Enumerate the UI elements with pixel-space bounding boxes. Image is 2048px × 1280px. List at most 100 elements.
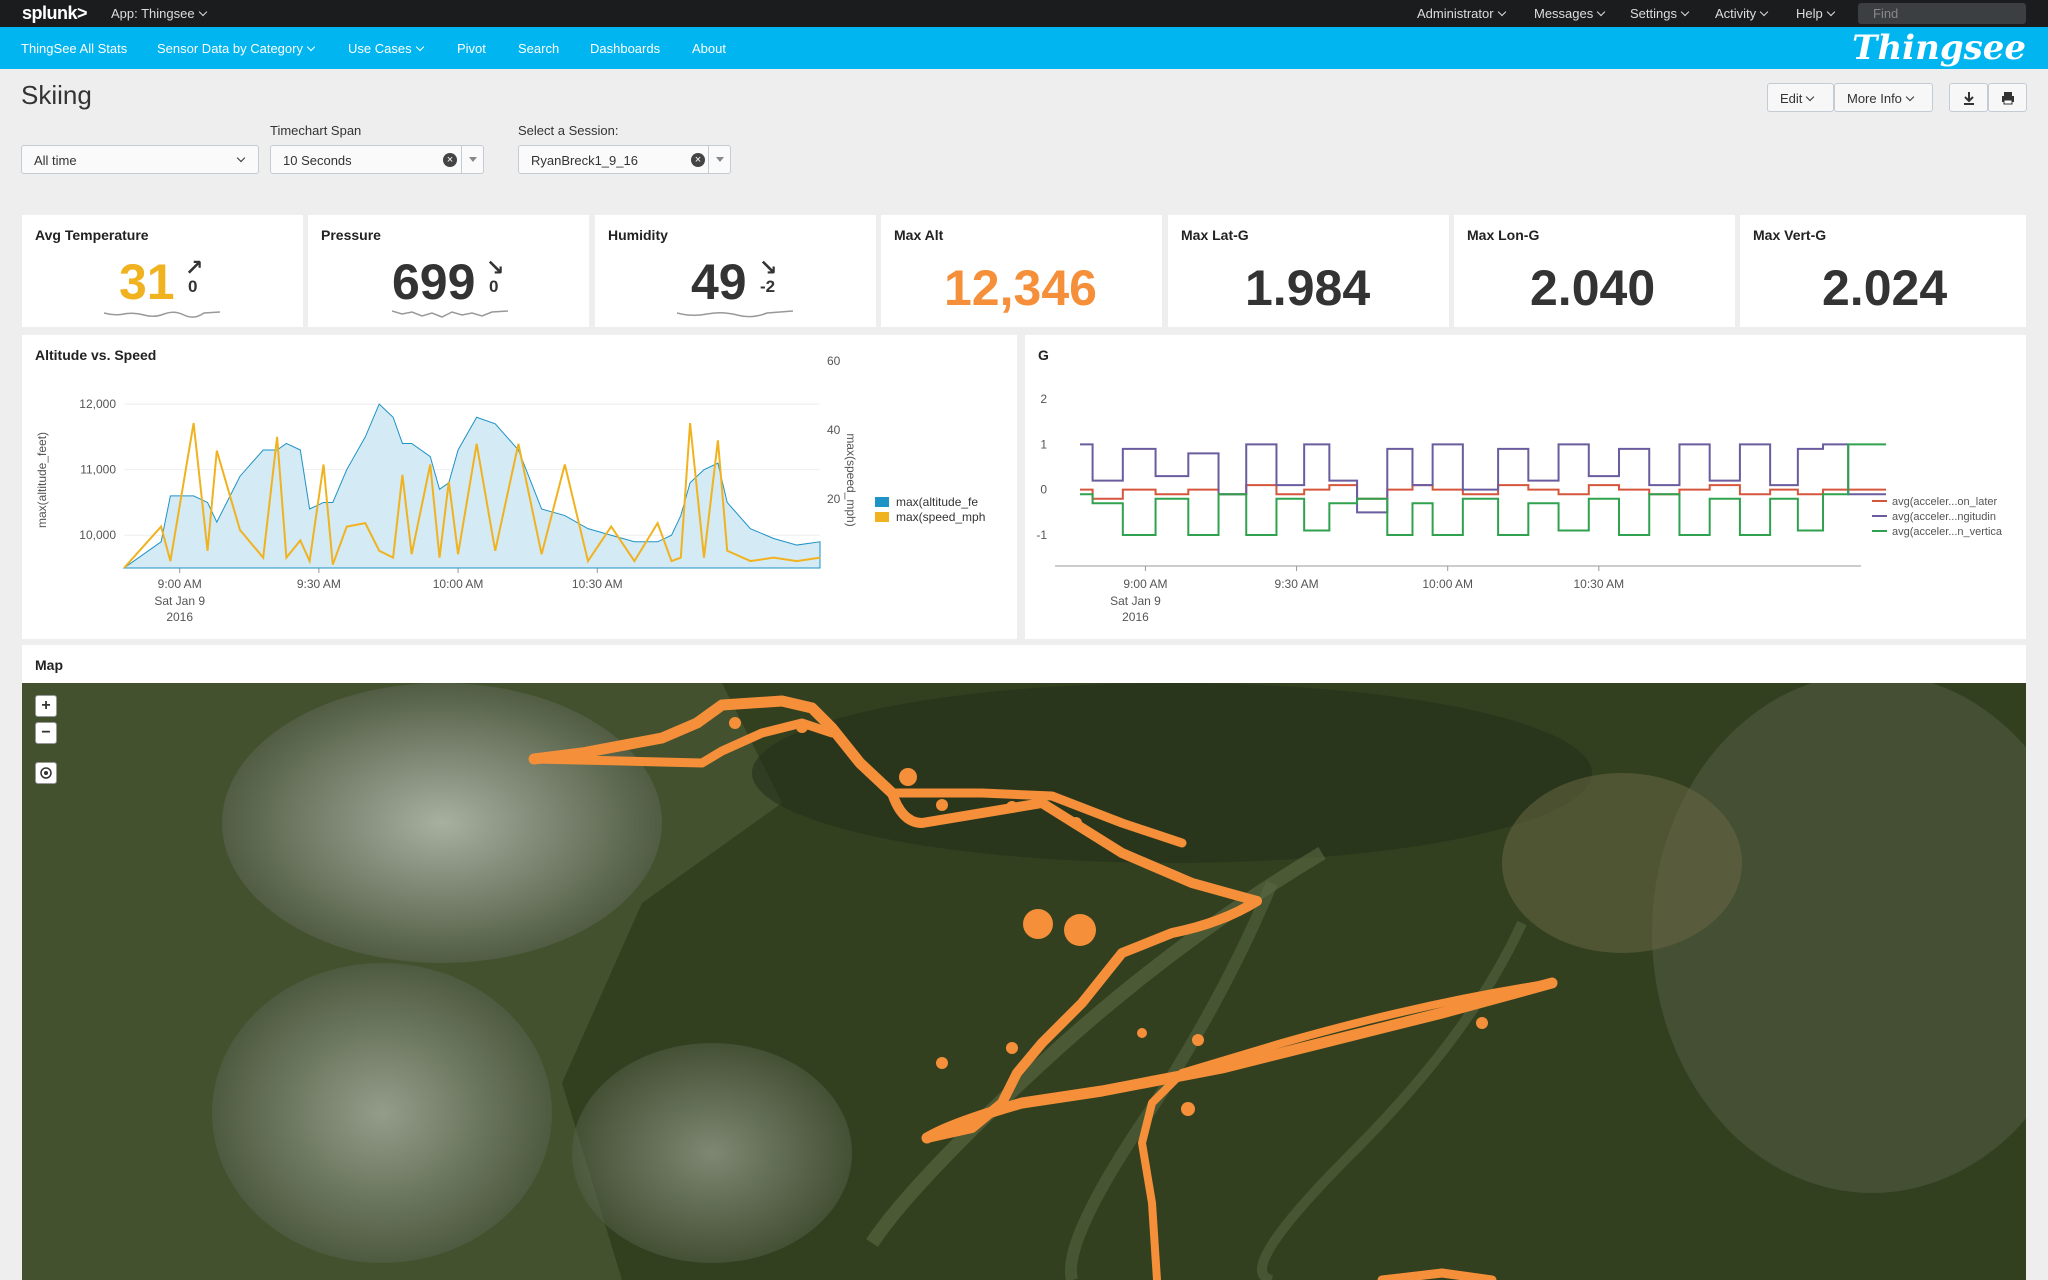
panel-title: Pressure — [321, 227, 381, 243]
altitude-speed-chart: 10,000 11,000 12,000 20 40 60 max(altitude_fee… — [35, 354, 985, 624]
single-value: 2.024 — [1822, 260, 1948, 316]
nav-thingsee-all-stats[interactable]: ThingSee All Stats — [21, 41, 128, 56]
y2-tick-label: 20 — [827, 492, 841, 506]
x-tick-label: 10:30 AM — [1573, 577, 1624, 591]
panel-humidity: Humidity 49 ↘ -2 — [595, 215, 876, 327]
splunk-logo[interactable]: splunk> — [22, 3, 88, 23]
timechart-span-value: 10 Seconds — [283, 153, 352, 168]
y-tick-label: 2 — [1040, 392, 1047, 406]
panel-altitude-vs-speed: Altitude vs. Speed 10,000 11,000 12,000 20 4… — [22, 335, 1017, 639]
x-tick-label: 10:30 AM — [572, 577, 623, 591]
download-icon — [1964, 92, 1974, 105]
g-force-chart: 2 1 0 -1 9:00 AM Sat Jan 9 2016 9:30 AM 10:00 AM… — [1036, 392, 2003, 624]
y-tick-label: 0 — [1040, 483, 1047, 497]
time-range-picker[interactable]: All time — [21, 145, 259, 174]
trend-down-icon: ↘ — [759, 255, 778, 280]
panel-max-alt: Max Alt 12,346 — [881, 215, 1162, 327]
panel-title: Max Vert-G — [1753, 227, 1827, 243]
menu-label: Help — [1796, 6, 1823, 21]
sparkline — [392, 310, 508, 318]
panel-g-forces: G 2 1 0 -1 9:00 AM Sat Jan 9 2016 9:30 AM 10:00 … — [1025, 335, 2026, 639]
gps-track — [528, 695, 1558, 1280]
nav-use-cases[interactable]: Use Cases — [348, 41, 424, 56]
time-range-value: All time — [34, 153, 77, 168]
menu-administrator[interactable]: Administrator — [1417, 6, 1506, 21]
gps-points — [729, 717, 1488, 1116]
panel-pressure: Pressure 699 ↘ 0 — [308, 215, 589, 327]
app-menu-label: App: Thingsee — [111, 6, 195, 21]
zoom-out-button[interactable]: − — [35, 722, 57, 744]
panel-max-lat-g: Max Lat-G 1.984 — [1168, 215, 1449, 327]
x-tick-sublabel: Sat Jan 9 — [154, 594, 205, 608]
dropdown-caret-icon[interactable] — [708, 146, 730, 173]
top-bar: splunk> App: Thingsee Administrator Mess… — [0, 0, 2048, 27]
y2-tick-label: 60 — [827, 354, 841, 368]
satellite-map[interactable]: + − — [22, 683, 2026, 1280]
session-select[interactable]: RyanBreck1_9_16 × — [518, 145, 731, 174]
speed-line-series — [123, 422, 821, 569]
g-series-line — [1080, 443, 1886, 536]
trend-delta: 0 — [489, 277, 499, 296]
x-tick-sublabel: 2016 — [1122, 610, 1149, 624]
x-tick-label: 9:00 AM — [158, 577, 202, 591]
more-info-label: More Info — [1847, 91, 1902, 106]
g-series-line — [1080, 443, 1886, 514]
panel-max-vert-g: Max Vert-G 2.024 — [1740, 215, 2026, 327]
panel-avg-temperature: Avg Temperature 31 ↗ 0 — [22, 215, 303, 327]
x-tick-label: 9:00 AM — [1123, 577, 1167, 591]
clear-icon[interactable]: × — [691, 153, 705, 167]
x-tick-sublabel: 2016 — [166, 610, 193, 624]
x-tick-label: 10:00 AM — [1422, 577, 1473, 591]
map-canvas[interactable] — [22, 683, 2026, 1280]
legend-label: max(altitude_fe — [896, 495, 978, 509]
menu-activity[interactable]: Activity — [1715, 6, 1769, 21]
download-button[interactable] — [1949, 83, 1988, 112]
single-value: 699 — [392, 254, 476, 310]
panel-title: Max Lat-G — [1181, 227, 1249, 243]
menu-label: Messages — [1534, 6, 1594, 21]
session-value: RyanBreck1_9_16 — [531, 153, 638, 168]
app-menu[interactable]: App: Thingsee — [111, 6, 207, 21]
trend-delta: 0 — [188, 277, 198, 296]
nav-sensor-data-by-category[interactable]: Sensor Data by Category — [157, 41, 316, 56]
nav-search[interactable]: Search — [518, 41, 560, 56]
find-input[interactable]: Find — [1858, 3, 2026, 24]
menu-settings[interactable]: Settings — [1630, 6, 1690, 21]
y-tick-label: -1 — [1036, 528, 1047, 542]
legend-swatch — [875, 512, 889, 522]
edit-label: Edit — [1780, 91, 1803, 106]
zoom-in-button[interactable]: + — [35, 695, 57, 717]
nav-pivot[interactable]: Pivot — [457, 41, 486, 56]
menu-messages[interactable]: Messages — [1534, 6, 1606, 21]
nav-label: Use Cases — [348, 41, 412, 56]
menu-help[interactable]: Help — [1796, 6, 1835, 21]
nav-label: Sensor Data by Category — [157, 41, 303, 56]
panel-title: Humidity — [608, 227, 668, 243]
trend-down-icon: ↘ — [486, 255, 505, 280]
single-value: 1.984 — [1245, 260, 1371, 316]
print-button[interactable] — [1988, 83, 2027, 112]
locate-button[interactable] — [35, 762, 57, 784]
panel-title: Avg Temperature — [35, 227, 149, 243]
menu-label: Activity — [1715, 6, 1757, 21]
y-tick-label: 12,000 — [79, 397, 116, 411]
sparkline — [104, 311, 220, 318]
dropdown-caret-icon[interactable] — [461, 146, 483, 173]
edit-button[interactable]: Edit — [1767, 83, 1834, 112]
chevron-down-icon — [236, 153, 246, 163]
legend-label: max(speed_mph — [896, 510, 985, 524]
menu-label: Settings — [1630, 6, 1677, 21]
legend-swatch — [875, 497, 889, 507]
x-tick-sublabel: Sat Jan 9 — [1110, 594, 1161, 608]
legend-label: avg(acceler...ngitudin — [1892, 511, 1996, 523]
nav-about[interactable]: About — [692, 41, 726, 56]
app-nav-bar: ThingSee All Stats Sensor Data by Catego… — [0, 27, 2048, 69]
clear-icon[interactable]: × — [443, 153, 457, 167]
menu-label: Administrator — [1417, 6, 1494, 21]
y-tick-label: 11,000 — [80, 463, 116, 477]
nav-dashboards[interactable]: Dashboards — [590, 41, 661, 56]
y2-axis-label: max(speed_mph) — [844, 433, 858, 526]
timechart-span-select[interactable]: 10 Seconds × — [270, 145, 484, 174]
single-value: 49 — [691, 254, 747, 310]
more-info-button[interactable]: More Info — [1834, 83, 1933, 112]
